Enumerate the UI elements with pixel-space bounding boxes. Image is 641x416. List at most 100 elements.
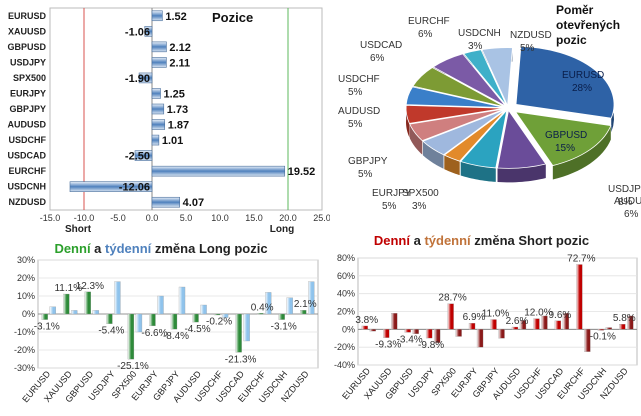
pie-value: 3% [468,41,483,52]
category-label: AUDUSD [7,120,46,130]
value-label: 19.52 [288,166,316,178]
daily-bar [533,318,540,330]
pie-label: EURCHF [408,16,450,27]
pie-value: 5% [358,169,373,180]
weekly-bar [286,297,293,315]
pie-value: 5% [348,119,363,130]
value-label: 2.6% [506,316,529,327]
y-tick-label: -20% [334,342,355,352]
bar [151,134,160,146]
value-label: 12.0% [524,308,552,319]
pie-label: EURUSD [562,70,604,81]
value-label: 4.07 [183,197,204,209]
value-label: 6.9% [463,312,486,323]
value-label: 2.1% [294,299,317,310]
daily-bar [106,313,113,324]
chart-title: Denní a týdenní změna Short pozic [374,233,589,248]
y-tick-label: -20% [14,345,35,355]
category-label: USDCAD [7,151,46,161]
value-label: -1.06 [125,26,150,38]
weekly-bar [562,313,570,330]
value-label: -0.2% [206,316,232,327]
title-part: a [410,233,424,248]
y-tick-label: 80% [337,253,355,263]
value-label: -3.1% [271,322,297,333]
ratio-pie-chart: EURUSD28%GBPUSD15%USDJPY8%AUDUSD6%SPX500… [338,3,641,220]
value-label: 1.25 [164,88,185,100]
daily-bar [576,264,583,330]
pie-label: NZDUSD [510,30,552,41]
x-tick-label: 0.0 [146,213,159,223]
title-part: Denní [54,241,91,256]
weekly-bar [519,320,527,330]
daily-bar [213,313,221,316]
y-tick-label: 40% [337,289,355,299]
y-tick-label: 20% [17,273,35,283]
category-label: USDCNH [7,182,46,192]
value-label: -25.1% [117,361,149,372]
pie-slice [443,109,507,162]
pie-value: 15% [555,143,575,154]
pie-slice-side [460,161,496,182]
pie-slice [422,109,506,156]
y-tick-label: 0% [22,309,35,319]
value-label: -1.90 [125,73,150,85]
pie-label: USDCAD [360,40,402,51]
weekly-bar [627,315,634,330]
value-label: 1.01 [162,135,183,147]
value-label: -3.4% [397,334,423,345]
pie-value: 6% [624,209,639,220]
pie-value: 28% [572,83,592,94]
bar [151,10,163,22]
weekly-bar [541,315,548,330]
daily-bar [84,291,91,315]
daily-bar [383,329,390,338]
pie-value: 8% [618,197,633,208]
bar [151,41,167,53]
value-label: 2.11 [169,57,190,69]
daily-bar [41,313,48,320]
value-label: 11.0% [482,309,510,320]
bar [151,196,180,208]
bar [151,88,161,99]
bar [151,103,165,115]
value-label: 3.8% [355,315,378,326]
weekly-bar [221,313,229,318]
daily-bar [404,329,411,333]
pie-label: GBPJPY [348,156,388,167]
bar [151,57,167,68]
bar [138,72,153,84]
value-label: 2.12 [169,42,190,54]
weekly-bar [200,304,207,315]
weekly-bar [265,292,272,315]
pie-label: GBPUSD [545,130,587,141]
category-label: USDCHF [9,135,47,145]
weekly-bar [157,295,164,315]
x-tick-label: 20.0 [279,213,297,223]
daily-bar [278,313,285,320]
x-tick-label: 15.0 [245,213,263,223]
value-label: 9.6% [548,310,571,321]
daily-bar [149,313,156,327]
y-tick-label: 10% [17,291,35,301]
x-tick-label: 10.0 [211,213,229,223]
daily-bar [63,293,70,315]
value-label: 1.52 [165,11,186,23]
x-tick-label: -15.0 [40,213,61,223]
y-tick-label: 0% [342,324,355,334]
bar [151,165,286,177]
weekly-bar [412,329,419,334]
weekly-bar [178,286,186,315]
pie-slice [463,49,507,107]
pie-slice-side [409,124,423,155]
weekly-bar [369,329,376,332]
weekly-bar [391,313,398,330]
title-part: týdenní [105,241,152,256]
daily-bar [127,313,135,360]
weekly-bar [114,281,121,315]
long-change-chart: Denní a týdenní změna Long pozic 30% 20% 10… [14,241,319,405]
pie-slice-side [422,141,444,169]
y-tick-label: 60% [337,271,355,281]
chart-title: otevřených [556,18,620,32]
pie-label: EURJPY [372,188,412,199]
